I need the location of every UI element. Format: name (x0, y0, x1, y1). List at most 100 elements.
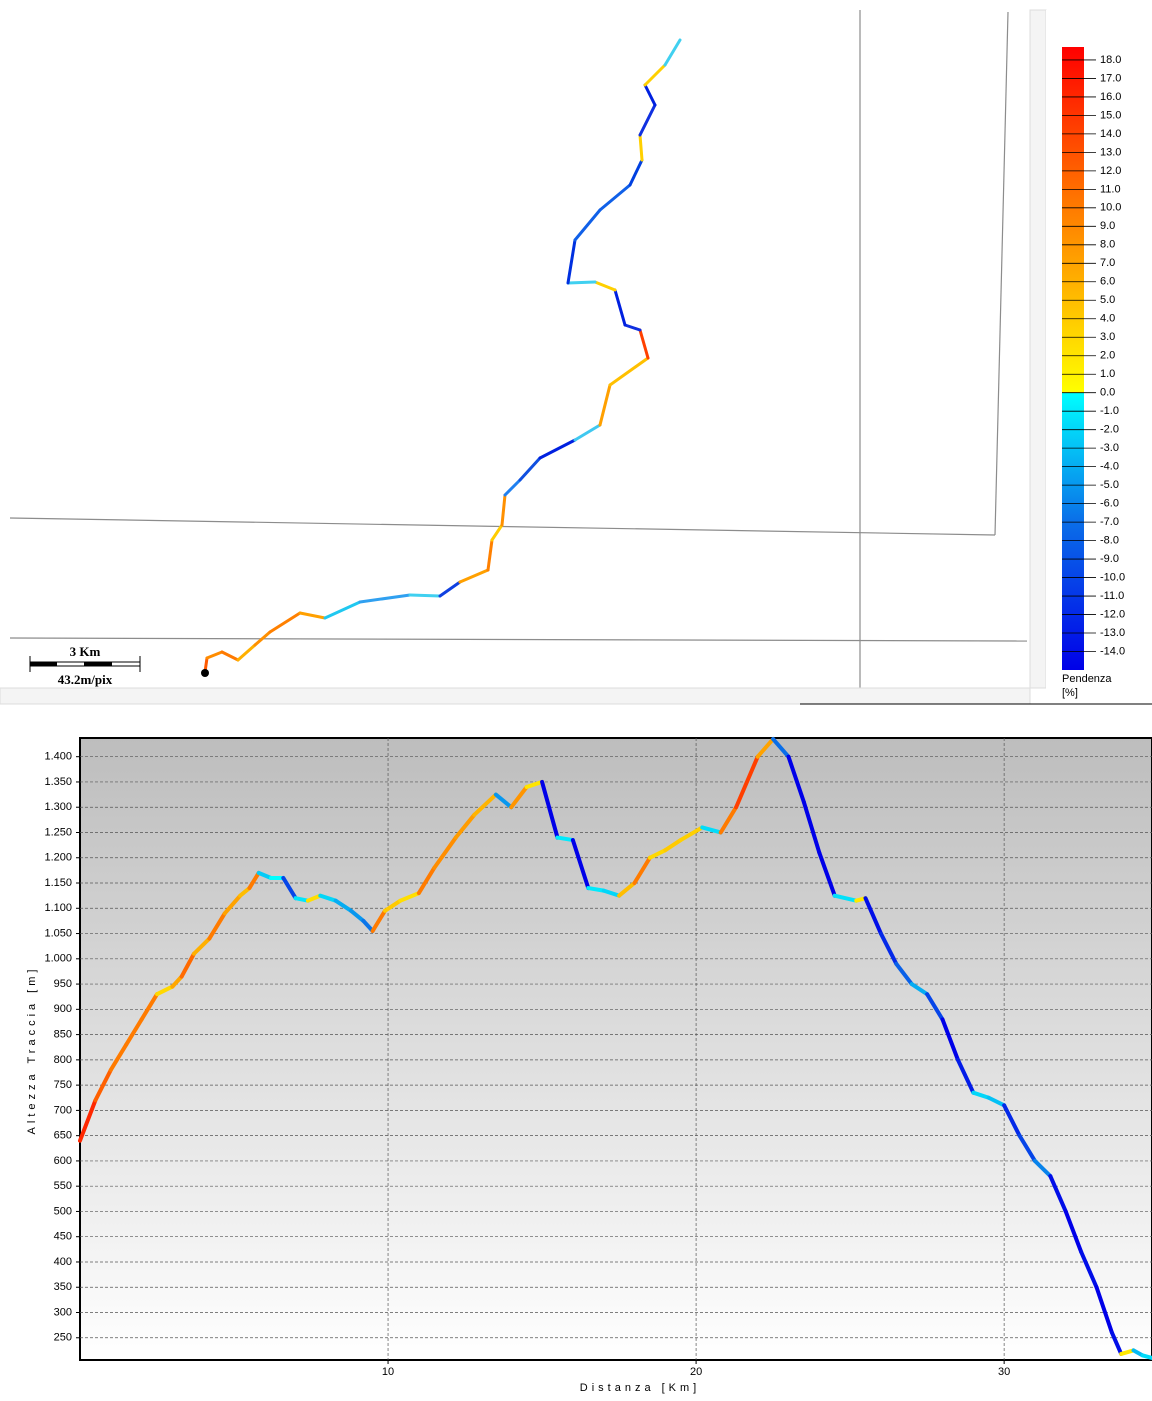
colorbar-tick-label: 13.0 (1100, 146, 1121, 158)
profile-segment (349, 908, 366, 923)
colorbar-tick-label: -6.0 (1100, 498, 1119, 510)
y-tick-label: 850 (54, 1029, 72, 1041)
profile-segment (78, 1098, 98, 1143)
y-tick-label: 1.250 (44, 826, 72, 838)
colorbar-tick-label: 1.0 (1100, 368, 1115, 380)
y-tick-label: 600 (54, 1155, 72, 1167)
profile-segment (370, 908, 387, 934)
track-segment (566, 280, 597, 285)
profile-segment (333, 898, 354, 913)
colorbar-tick-label: -9.0 (1100, 553, 1119, 565)
profile-segment (786, 754, 806, 805)
profile-segment (601, 888, 622, 898)
profile-segment (1109, 1330, 1124, 1356)
profile-segment (734, 754, 760, 810)
h-scrollbar[interactable] (0, 687, 1031, 705)
y-tick-label: 1.000 (44, 953, 72, 965)
profile-segment (817, 850, 837, 898)
colorbar-tick-label: -5.0 (1100, 479, 1119, 491)
y-tick-label: 900 (54, 1003, 72, 1015)
colorbar-tick-label: 7.0 (1100, 257, 1115, 269)
colorbar-tick-label: -3.0 (1100, 442, 1119, 454)
y-tick-label: 350 (54, 1281, 72, 1293)
profile-segment (1063, 1209, 1084, 1254)
profile-segment (191, 936, 212, 956)
profile-segment (281, 875, 298, 901)
profile-segment (453, 812, 477, 840)
colorbar-tick-label: 14.0 (1100, 128, 1121, 140)
y-tick-label: 300 (54, 1306, 72, 1318)
colorbar-title: Pendenza (1062, 673, 1112, 685)
profile-segment (555, 835, 575, 843)
plot-area (79, 737, 1152, 1361)
resolution-label: 43.2m/pix (58, 672, 113, 687)
profile-segment (247, 870, 261, 891)
profile-segment (124, 1017, 144, 1047)
profile-segment (524, 779, 545, 790)
track-segment (268, 611, 302, 634)
y-tick-label: 1.100 (44, 902, 72, 914)
profile-segment (361, 918, 375, 934)
profile-segment (986, 1095, 1007, 1108)
profile-segment (1094, 1285, 1114, 1335)
track-segment (663, 38, 682, 67)
profile-segment (909, 982, 930, 997)
profile-segment (155, 984, 175, 997)
colorbar-tick-label: 18.0 (1100, 54, 1121, 66)
profile-segment (382, 898, 403, 913)
profile-segment (207, 911, 227, 941)
y-tick-label: 700 (54, 1104, 72, 1116)
colorbar-tick-label: -8.0 (1100, 534, 1119, 546)
track-segment (613, 288, 627, 327)
y-tick-label: 500 (54, 1205, 72, 1217)
y-tick-label: 250 (54, 1332, 72, 1344)
profile-segment (771, 737, 791, 759)
y-tick-label: 950 (54, 978, 72, 990)
x-axis-label: Distanza [Km] (580, 1382, 700, 1394)
track-segment (518, 456, 542, 482)
track-segment (566, 238, 577, 285)
track (203, 38, 682, 674)
track-segment (458, 568, 490, 584)
track-segment (598, 383, 612, 427)
profile-segment (472, 792, 498, 817)
y-tick-label: 750 (54, 1079, 72, 1091)
profile-segment (663, 838, 683, 853)
y-tick-label: 1.400 (44, 751, 72, 763)
colorbar-tick-label: 8.0 (1100, 239, 1115, 251)
track-segment (438, 580, 462, 598)
colorbar (1062, 47, 1084, 670)
colorbar-tick-label: 17.0 (1100, 72, 1121, 84)
profile-segment (222, 893, 243, 916)
profile-segment (940, 1017, 960, 1062)
profile-segment (305, 893, 323, 903)
profile-segment (755, 737, 776, 759)
colorbar-tick-label: -1.0 (1100, 405, 1119, 417)
colorbar-tick-label: 0.0 (1100, 387, 1115, 399)
profile-segment (878, 931, 899, 966)
y-tick-label: 550 (54, 1180, 72, 1192)
v-scrollbar[interactable] (1029, 9, 1047, 689)
track-segment (486, 538, 494, 572)
x-tick-label: 30 (998, 1366, 1010, 1378)
colorbar-tick-label: 6.0 (1100, 276, 1115, 288)
profile-segment (632, 855, 652, 886)
y-tick-label: 400 (54, 1256, 72, 1268)
profile-segment (1119, 1348, 1136, 1356)
profile-segment (678, 825, 705, 843)
profile-segment (432, 835, 458, 870)
track-segment (638, 103, 657, 137)
profile-segment (1140, 1353, 1152, 1360)
colorbar-tick-label: 9.0 (1100, 220, 1115, 232)
track-segment (490, 523, 504, 542)
track-segment (323, 600, 362, 620)
track-segment (358, 593, 412, 604)
colorbar-tick-label: 10.0 (1100, 202, 1121, 214)
y-tick-label: 1.350 (44, 776, 72, 788)
profile-segment (647, 848, 668, 860)
profile-segment (570, 838, 591, 891)
profile-segment (863, 896, 883, 936)
y-tick-label: 650 (54, 1130, 72, 1142)
